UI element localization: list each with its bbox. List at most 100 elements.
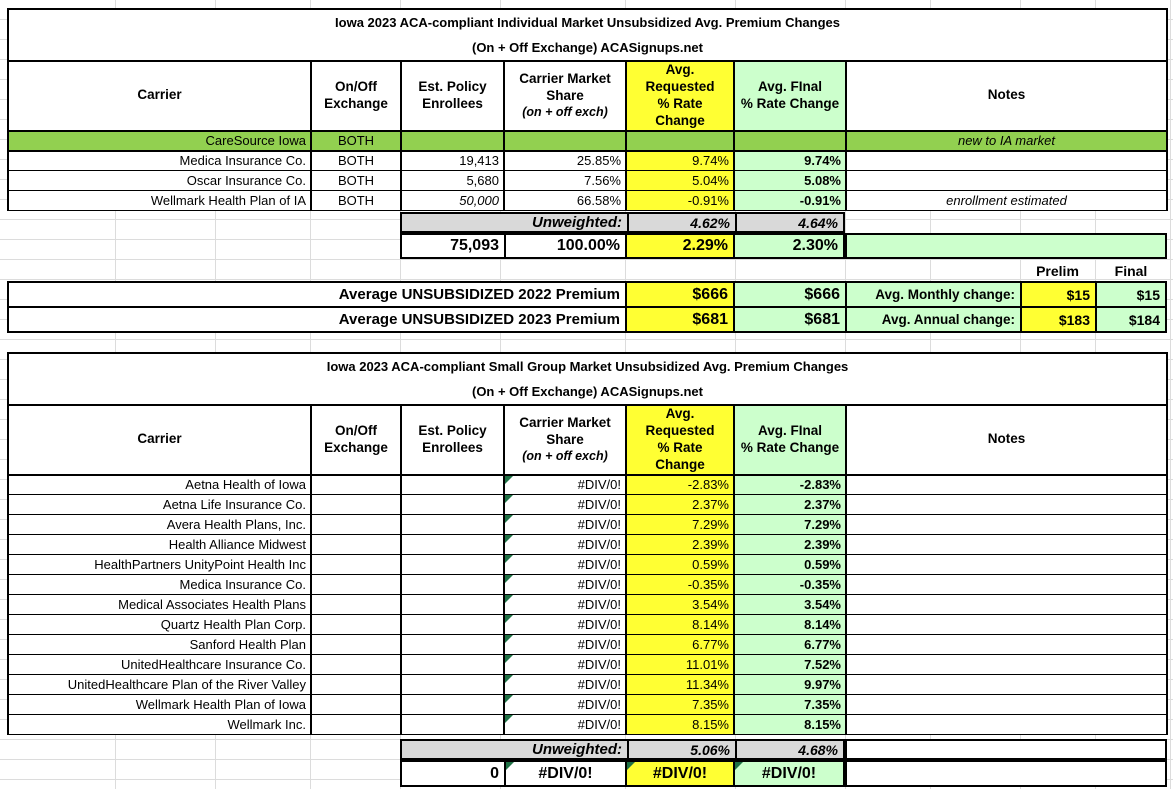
carrier-cell[interactable]: CareSource Iowa — [7, 129, 312, 152]
final-rate-cell[interactable]: -2.83% — [733, 474, 847, 495]
notes-cell[interactable] — [845, 574, 1168, 595]
exchange-cell[interactable]: BOTH — [310, 129, 402, 152]
exchange-cell[interactable] — [310, 534, 402, 555]
market-share-cell[interactable]: 25.85% — [503, 150, 627, 171]
carrier-cell[interactable]: Wellmark Inc. — [7, 714, 312, 735]
requested-rate-cell[interactable]: 3.54% — [625, 594, 735, 615]
final-column-label[interactable]: Final — [1114, 263, 1148, 279]
header-carrier[interactable]: Carrier — [7, 60, 312, 132]
table-title[interactable]: Iowa 2023 ACA-compliant Individual Marke… — [7, 8, 1168, 62]
market-share-cell[interactable]: #DIV/0! — [503, 654, 627, 675]
final-rate-cell[interactable]: -0.91% — [733, 190, 847, 211]
final-rate-cell[interactable]: 8.15% — [733, 714, 847, 735]
requested-rate-cell[interactable]: -2.83% — [625, 474, 735, 495]
total-final[interactable]: 2.30% — [733, 235, 843, 257]
enrollees-cell[interactable] — [400, 594, 505, 615]
notes-cell[interactable] — [845, 654, 1168, 675]
carrier-cell[interactable]: UnitedHealthcare Insurance Co. — [7, 654, 312, 675]
final-rate-cell[interactable]: 7.35% — [733, 694, 847, 715]
premium-2022-final[interactable]: $666 — [733, 283, 845, 306]
requested-rate-cell[interactable]: -0.35% — [625, 574, 735, 595]
header-enrollees[interactable]: Est. Policy Enrollees — [400, 404, 505, 476]
requested-rate-cell[interactable]: 8.14% — [625, 614, 735, 635]
carrier-cell[interactable]: Wellmark Health Plan of IA — [7, 190, 312, 211]
requested-rate-cell[interactable]: 11.34% — [625, 674, 735, 695]
header-carrier[interactable]: Carrier — [7, 404, 312, 476]
carrier-cell[interactable]: Aetna Health of Iowa — [7, 474, 312, 495]
carrier-cell[interactable]: Quartz Health Plan Corp. — [7, 614, 312, 635]
carrier-cell[interactable]: Medical Associates Health Plans — [7, 594, 312, 615]
carrier-cell[interactable]: Sanford Health Plan — [7, 634, 312, 655]
notes-cell[interactable] — [845, 674, 1168, 695]
requested-rate-cell[interactable] — [625, 129, 735, 152]
market-share-cell[interactable]: #DIV/0! — [503, 494, 627, 515]
market-share-cell[interactable]: #DIV/0! — [503, 514, 627, 535]
market-share-cell[interactable]: #DIV/0! — [503, 554, 627, 575]
exchange-cell[interactable] — [310, 574, 402, 595]
exchange-cell[interactable] — [310, 614, 402, 635]
unweighted-final[interactable]: 4.64% — [735, 214, 843, 231]
carrier-cell[interactable]: Aetna Life Insurance Co. — [7, 494, 312, 515]
enrollees-cell[interactable] — [400, 694, 505, 715]
header-market-share[interactable]: Carrier Market Share (on + off exch) — [503, 60, 627, 132]
notes-cell[interactable]: enrollment estimated — [845, 190, 1168, 211]
premium-2022-label[interactable]: Average UNSUBSIDIZED 2022 Premium — [338, 286, 620, 303]
premium-2023-label[interactable]: Average UNSUBSIDIZED 2023 Premium — [338, 311, 620, 328]
exchange-cell[interactable] — [310, 514, 402, 535]
final-rate-cell[interactable] — [733, 129, 847, 152]
market-share-cell[interactable]: #DIV/0! — [503, 674, 627, 695]
final-rate-cell[interactable]: 3.54% — [733, 594, 847, 615]
enrollees-cell[interactable] — [400, 574, 505, 595]
total-market-share[interactable]: 100.00% — [504, 235, 625, 257]
carrier-cell[interactable]: HealthPartners UnityPoint Health Inc — [7, 554, 312, 575]
carrier-cell[interactable]: Oscar Insurance Co. — [7, 170, 312, 191]
monthly-change-final[interactable]: $15 — [1095, 283, 1165, 306]
final-rate-cell[interactable]: 2.37% — [733, 494, 847, 515]
notes-cell[interactable] — [845, 554, 1168, 575]
header-enrollees[interactable]: Est. Policy Enrollees — [400, 60, 505, 132]
enrollees-cell[interactable] — [400, 514, 505, 535]
small-group-totals-notes-box[interactable] — [845, 760, 1167, 787]
enrollees-cell[interactable] — [400, 129, 505, 152]
final-rate-cell[interactable]: 6.77% — [733, 634, 847, 655]
header-final[interactable]: Avg. FInal % Rate Change — [733, 404, 847, 476]
total-final[interactable]: #DIV/0! — [733, 762, 843, 785]
notes-cell[interactable]: new to IA market — [845, 129, 1168, 152]
header-exchange[interactable]: On/Off Exchange — [310, 60, 402, 132]
header-notes[interactable]: Notes — [845, 60, 1168, 132]
market-share-cell[interactable]: #DIV/0! — [503, 694, 627, 715]
requested-rate-cell[interactable]: 2.37% — [625, 494, 735, 515]
requested-rate-cell[interactable]: 7.29% — [625, 514, 735, 535]
unweighted-label[interactable]: Unweighted: — [532, 214, 622, 231]
market-share-cell[interactable]: #DIV/0! — [503, 574, 627, 595]
header-requested[interactable]: Avg. Requested % Rate Change — [625, 60, 735, 132]
notes-cell[interactable] — [845, 594, 1168, 615]
exchange-cell[interactable]: BOTH — [310, 170, 402, 191]
enrollees-cell[interactable] — [400, 674, 505, 695]
requested-rate-cell[interactable]: 2.39% — [625, 534, 735, 555]
market-share-cell[interactable]: #DIV/0! — [503, 614, 627, 635]
final-rate-cell[interactable]: 7.52% — [733, 654, 847, 675]
requested-rate-cell[interactable]: 11.01% — [625, 654, 735, 675]
table-title[interactable]: Iowa 2023 ACA-compliant Small Group Mark… — [7, 352, 1168, 406]
market-share-cell[interactable]: #DIV/0! — [503, 634, 627, 655]
prelim-column-label[interactable]: Prelim — [1036, 263, 1079, 279]
individual-totals-notes-box[interactable] — [845, 233, 1167, 259]
enrollees-cell[interactable] — [400, 474, 505, 495]
notes-cell[interactable] — [845, 714, 1168, 735]
enrollees-cell[interactable]: 5,680 — [400, 170, 505, 191]
exchange-cell[interactable] — [310, 494, 402, 515]
header-notes[interactable]: Notes — [845, 404, 1168, 476]
market-share-cell[interactable]: #DIV/0! — [503, 534, 627, 555]
final-rate-cell[interactable]: 0.59% — [733, 554, 847, 575]
header-market-share[interactable]: Carrier Market Share (on + off exch) — [503, 404, 627, 476]
carrier-cell[interactable]: Health Alliance Midwest — [7, 534, 312, 555]
exchange-cell[interactable]: BOTH — [310, 150, 402, 171]
unweighted-final[interactable]: 4.68% — [735, 741, 843, 758]
annual-change-label[interactable]: Avg. Annual change: — [845, 308, 1020, 331]
enrollees-cell[interactable] — [400, 534, 505, 555]
market-share-cell[interactable]: 7.56% — [503, 170, 627, 191]
exchange-cell[interactable] — [310, 674, 402, 695]
header-requested[interactable]: Avg. Requested % Rate Change — [625, 404, 735, 476]
enrollees-cell[interactable] — [400, 634, 505, 655]
